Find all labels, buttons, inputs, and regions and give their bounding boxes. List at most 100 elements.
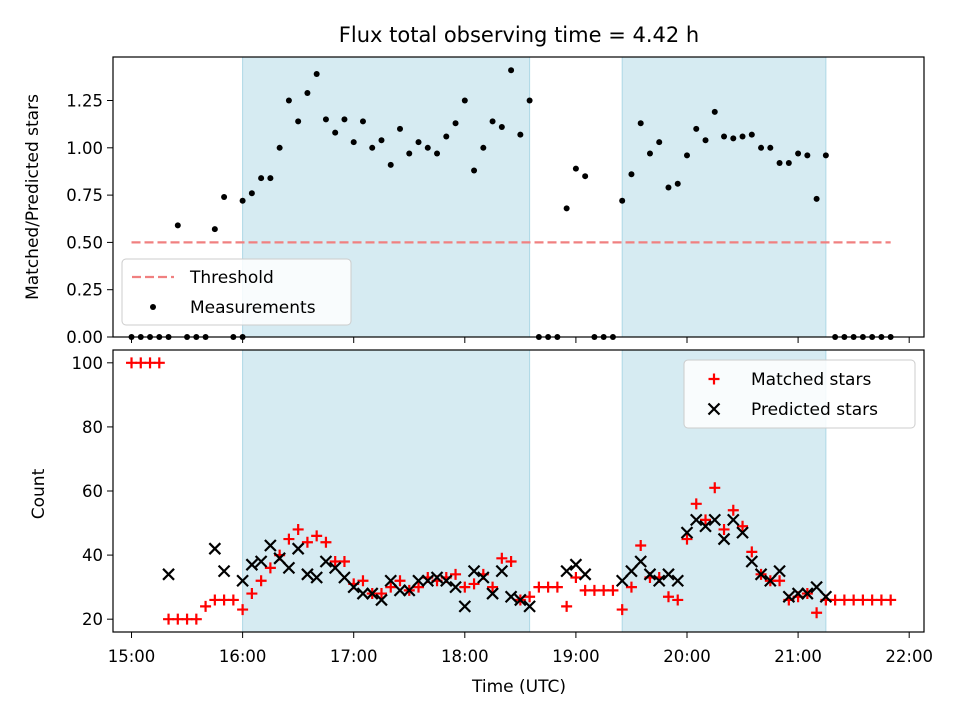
matched-stars-point	[385, 581, 397, 593]
x-tick-label: 22:00	[885, 647, 933, 666]
matched-stars-point	[190, 613, 202, 625]
matched-stars-point	[737, 520, 749, 532]
measurement-point	[147, 334, 154, 340]
measurement-point	[378, 137, 385, 144]
matched-stars-point	[588, 584, 600, 596]
plot-frame	[112, 56, 925, 338]
measurement-point	[359, 118, 366, 125]
predicted-stars-point	[569, 558, 583, 571]
predicted-stars-point	[273, 552, 286, 565]
predicted-stars-point	[514, 593, 527, 607]
x-tick-label: 21:00	[774, 647, 822, 666]
predicted-stars-point	[208, 542, 222, 555]
measurement-point	[813, 195, 820, 202]
measurement-point	[572, 165, 579, 172]
matched-stars-point	[237, 604, 249, 616]
predicted-stars-point	[773, 564, 786, 578]
predicted-stars-point	[671, 574, 685, 588]
measurement-point	[711, 108, 718, 115]
top-y-axis-label: Matched/Predicted stars	[23, 94, 43, 300]
predicted-stars-point	[523, 600, 536, 613]
matched-stars-point	[774, 575, 786, 587]
predicted-stars-point	[699, 519, 712, 533]
matched-stars-point	[394, 575, 406, 587]
predicted-stars-point	[282, 561, 296, 575]
matched-stars-point	[690, 498, 702, 510]
matched-stars-point	[505, 556, 517, 567]
matched-stars-point	[598, 584, 610, 596]
predicted-stars-point	[745, 555, 759, 568]
matched-stars-point	[848, 594, 860, 606]
observing-window-0	[242, 350, 530, 632]
y-tick-label: 100	[72, 354, 104, 373]
measurement-point	[878, 334, 885, 340]
matched-stars-point	[338, 556, 350, 567]
measurement-point	[822, 152, 829, 159]
matched-stars-point	[607, 584, 619, 596]
measurement-point	[322, 116, 329, 123]
predicted-stars-point	[412, 574, 425, 588]
matched-stars-point	[829, 594, 841, 606]
measurement-point	[693, 125, 700, 132]
y-tick-label: 0.50	[66, 233, 103, 252]
predicted-stars-point	[486, 587, 499, 600]
predicted-stars-point	[402, 584, 416, 597]
predicted-stars-point	[634, 555, 647, 568]
measurement-point	[730, 135, 737, 142]
matched-stars-point	[672, 594, 684, 606]
matched-stars-point	[301, 536, 313, 548]
bottom-y-axis-label: Count	[29, 468, 49, 519]
predicted-stars-point	[356, 587, 370, 600]
measurement-point	[683, 152, 690, 159]
matched-stars-point	[311, 530, 323, 542]
y-tick-label: 40	[82, 546, 103, 565]
measurement-point	[434, 150, 441, 157]
matched-stars-point	[551, 581, 563, 593]
predicted-stars-point	[708, 513, 722, 527]
matched-stars-point	[459, 581, 471, 593]
matched-stars-point	[283, 533, 295, 545]
legend-predicted-label: Predicted stars	[751, 400, 878, 420]
matched-stars-point	[450, 568, 462, 580]
matched-stars-point	[718, 523, 730, 535]
measurement-point	[285, 97, 292, 104]
measurement-point	[369, 144, 376, 151]
measurement-point	[230, 334, 237, 340]
predicted-stars-point	[245, 558, 259, 571]
y-tick-label: 0.75	[66, 186, 103, 205]
matched-stars-point	[570, 572, 582, 584]
measurement-point	[248, 190, 255, 197]
matched-stars-point	[727, 504, 739, 516]
measurement-point	[193, 334, 200, 340]
measurement-point	[674, 180, 681, 187]
x-tick-label: 15:00	[108, 647, 156, 666]
legend-matched-swatch	[708, 373, 720, 385]
measurement-point	[748, 131, 755, 138]
predicted-stars-point	[264, 539, 277, 552]
predicted-stars-point	[477, 571, 490, 584]
measurement-point	[489, 118, 496, 125]
legend-matched-label: Matched stars	[751, 370, 871, 390]
measurement-point	[832, 334, 839, 340]
chart-title: Flux total observing time = 4.42 h	[339, 23, 699, 47]
measurement-point	[267, 175, 274, 182]
matched-stars-point	[700, 514, 712, 526]
measurement-point	[424, 144, 431, 151]
measurement-point	[554, 334, 561, 340]
legend-threshold-label: Threshold	[189, 268, 274, 288]
measurement-point	[258, 175, 265, 182]
matched-stars-point	[542, 581, 554, 593]
measurement-point	[396, 125, 403, 132]
predicted-stars-point	[717, 532, 731, 546]
matched-stars-point	[172, 613, 184, 625]
matched-stars-point	[218, 594, 230, 606]
predicted-stars-point	[430, 571, 444, 584]
predicted-stars-point	[782, 590, 796, 604]
measurement-point	[165, 334, 172, 340]
matched-stars-point	[875, 594, 887, 606]
measurement-point	[174, 222, 181, 229]
matched-stars-point	[635, 539, 647, 551]
predicted-stars-point	[727, 513, 740, 527]
bottom-legend: Matched stars Predicted stars	[683, 359, 916, 429]
matched-stars-point	[163, 613, 175, 625]
